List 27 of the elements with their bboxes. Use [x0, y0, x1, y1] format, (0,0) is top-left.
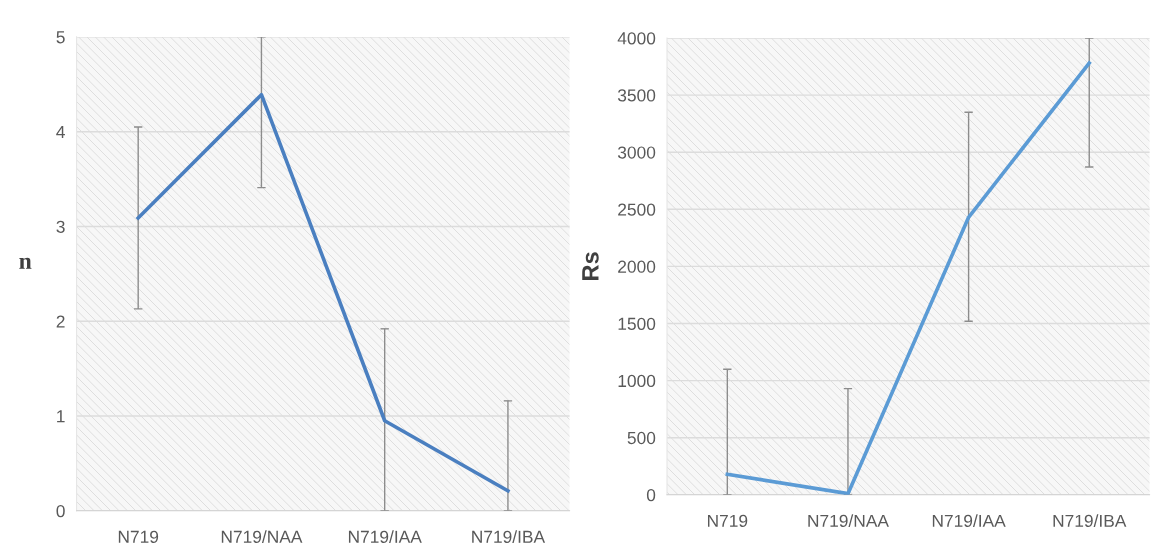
y-tick-label: 2500: [618, 203, 656, 216]
x-tick-label: N719/IAA: [348, 530, 422, 543]
y-axis-title: Rs: [582, 252, 599, 280]
y-tick-label: 4: [56, 126, 65, 138]
y-tick-label: 3: [56, 220, 65, 233]
y-tick-label: 1000: [618, 374, 656, 388]
y-tick-label: 5: [56, 31, 65, 44]
y-tick-label: 0: [56, 504, 65, 518]
x-tick-label: N719/NAA: [221, 530, 303, 543]
x-tick-label: N719: [707, 514, 748, 527]
y-tick-label: 0: [646, 488, 656, 502]
y-tick-label: 3000: [617, 146, 656, 159]
y-tick-label: 2: [56, 315, 65, 328]
x-tick-label: N719/NAA: [808, 514, 889, 527]
line-series: [136, 92, 510, 493]
line-series: [725, 61, 1092, 495]
x-tick-label: N719/IBA: [1053, 514, 1127, 527]
y-tick-label: 500: [627, 431, 656, 445]
y-tick-label: 4000: [617, 32, 656, 45]
y-tick-label: 1500: [618, 317, 656, 330]
y-tick-label: 1: [57, 410, 65, 423]
y-axis-title: n: [19, 257, 32, 269]
x-tick-label: N719/IBA: [472, 530, 546, 543]
x-tick-label: N719/IAA: [932, 514, 1006, 527]
y-tick-label: 3500: [617, 89, 656, 102]
x-tick-label: N719: [118, 530, 159, 543]
y-tick-label: 2000: [618, 260, 656, 273]
